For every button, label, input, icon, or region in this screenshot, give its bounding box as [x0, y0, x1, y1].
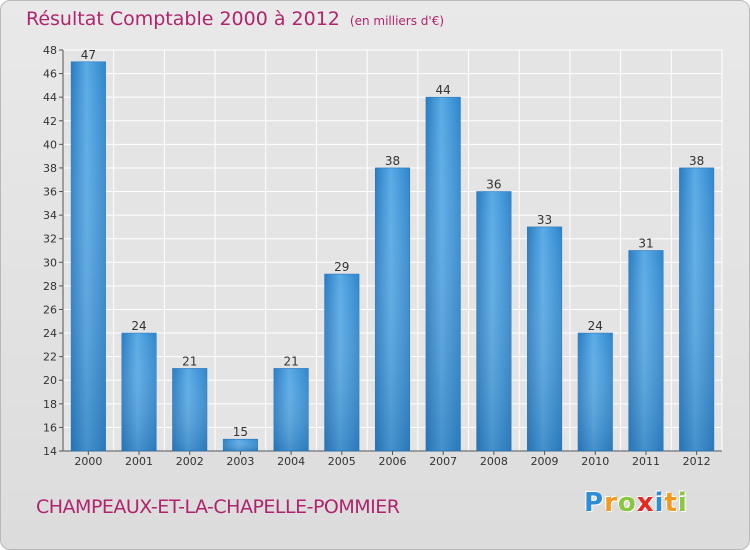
y-tick-label: 44 — [43, 91, 57, 104]
bar-shade — [527, 226, 562, 451]
data-label: 29 — [334, 260, 349, 274]
x-tick-label: 2002 — [176, 455, 204, 468]
x-tick-label: 2007 — [429, 455, 457, 468]
y-tick-label: 20 — [43, 374, 57, 387]
y-tick-label: 48 — [43, 44, 57, 57]
x-tick-label: 2001 — [125, 455, 153, 468]
bar-shade — [425, 97, 461, 452]
logo-letter: t — [664, 488, 678, 518]
y-tick-label: 32 — [43, 233, 57, 246]
y-tick-label: 16 — [43, 421, 57, 434]
bar-shade — [324, 274, 360, 451]
unit-note: (en milliers d'€) — [349, 14, 445, 28]
y-tick-label: 28 — [43, 280, 57, 293]
y-tick-label: 36 — [43, 186, 57, 199]
logo-letter: i — [677, 488, 688, 518]
data-label: 44 — [436, 83, 451, 97]
x-tick-label: 2012 — [683, 455, 711, 468]
data-label: 33 — [537, 213, 552, 227]
data-label: 38 — [385, 154, 400, 168]
logo-letter: r — [604, 488, 618, 518]
logo-letter: P — [584, 488, 605, 518]
x-tick-label: 2004 — [277, 455, 305, 468]
data-label: 21 — [283, 354, 298, 368]
y-tick-label: 34 — [43, 209, 57, 222]
x-tick-label: 2006 — [379, 455, 407, 468]
x-tick-label: 2011 — [632, 455, 660, 468]
x-tick-label: 2003 — [226, 455, 254, 468]
bar-shade — [121, 333, 157, 451]
x-tick-label: 2010 — [581, 455, 609, 468]
labels: 14 16 18 20 22 24 26 28 30 32 34 36 38 40 42 44 46 48 47 20… — [43, 44, 711, 468]
x-tick-label: 2009 — [531, 455, 559, 468]
y-tick-label: 24 — [43, 327, 57, 340]
x-tick-label: 2008 — [480, 455, 508, 468]
logo-letter: i — [654, 488, 665, 518]
x-tick-label: 2005 — [328, 455, 356, 468]
commune-name: CHAMPEAUX-ET-LA-CHAPELLE-POMMIER — [36, 496, 400, 518]
proxiti-logo: Proxiti — [584, 488, 688, 518]
bar-shade — [273, 368, 309, 451]
x-tick-label: 2000 — [74, 455, 102, 468]
y-tick-label: 30 — [43, 256, 57, 269]
bar-shade — [223, 439, 258, 451]
chart-title: Résultat Comptable 2000 à 2012 (en millie… — [26, 8, 444, 30]
data-label: 36 — [486, 178, 501, 192]
bar-shade — [71, 61, 106, 451]
data-label: 24 — [131, 319, 146, 333]
chart-title-text: Résultat Comptable 2000 à 2012 — [26, 8, 340, 30]
y-tick-label: 14 — [43, 445, 57, 458]
logo-letter: x — [636, 488, 655, 518]
y-tick-label: 38 — [43, 162, 57, 175]
bar-shade — [628, 250, 664, 451]
data-label: 38 — [689, 154, 704, 168]
data-label: 47 — [81, 48, 96, 62]
y-tick-label: 46 — [43, 68, 57, 81]
y-tick-label: 18 — [43, 398, 57, 411]
y-tick-label: 26 — [43, 303, 57, 316]
data-label: 31 — [638, 237, 653, 251]
y-tick-label: 42 — [43, 115, 57, 128]
bar-shade — [476, 191, 512, 451]
y-tick-label: 22 — [43, 351, 57, 364]
bar-shade — [679, 167, 714, 452]
bars — [70, 61, 715, 452]
data-label: 21 — [182, 354, 197, 368]
bar-shade — [375, 167, 410, 452]
data-label: 15 — [233, 425, 248, 439]
bar-shade — [172, 368, 207, 451]
y-tick-label: 40 — [43, 138, 57, 151]
bar-shade — [578, 333, 613, 451]
data-label: 24 — [588, 319, 603, 333]
logo-letter: o — [617, 488, 637, 518]
